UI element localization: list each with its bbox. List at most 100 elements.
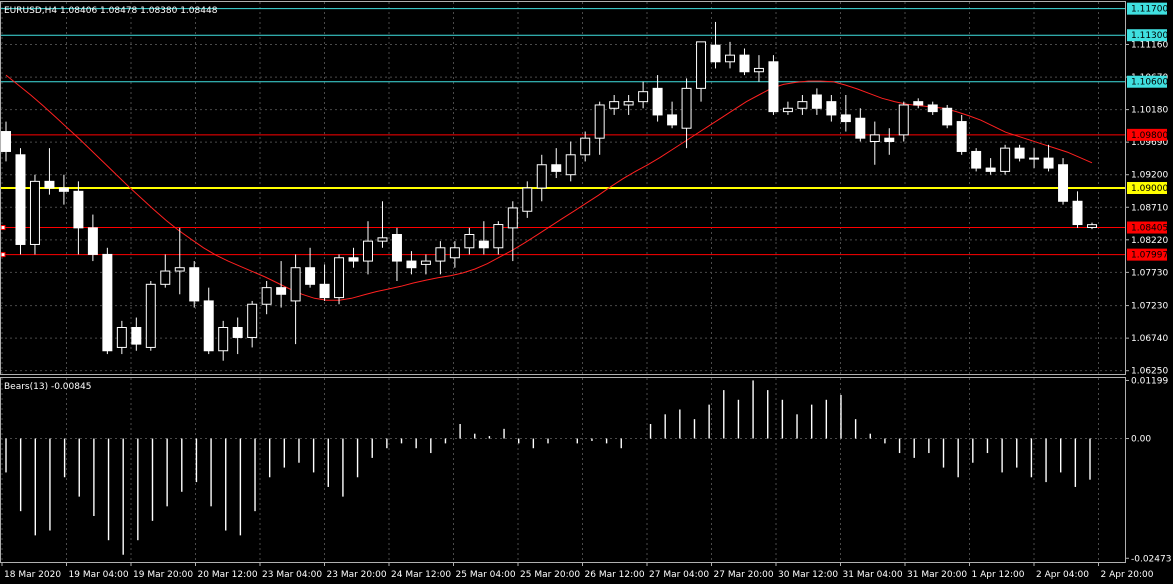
candle bbox=[826, 95, 837, 122]
candle bbox=[522, 181, 533, 218]
candle-body-bear bbox=[652, 87, 663, 116]
candle bbox=[565, 141, 576, 182]
level-marker bbox=[0, 252, 6, 258]
level-price-label: 1.09800 bbox=[1131, 131, 1168, 141]
candle bbox=[420, 254, 431, 275]
histogram bbox=[5, 380, 1091, 555]
y-tick-label: 1.10180 bbox=[1131, 106, 1168, 116]
candle-body-bear bbox=[189, 267, 200, 302]
candle bbox=[247, 300, 258, 348]
horizontal-levels bbox=[0, 8, 1125, 258]
candle-body-bull bbox=[898, 104, 909, 136]
candle bbox=[1043, 144, 1054, 172]
candle-body-bear bbox=[203, 300, 214, 352]
y-tick-label: 1.07230 bbox=[1131, 302, 1168, 312]
level-price-tag bbox=[1127, 75, 1167, 88]
candle-body-bull bbox=[1000, 147, 1011, 172]
candle bbox=[623, 95, 634, 115]
candle bbox=[232, 317, 243, 355]
candle-body-bull bbox=[753, 67, 764, 73]
candle bbox=[594, 101, 605, 155]
candle bbox=[696, 41, 707, 102]
time-axis: 18 Mar 2020 19 Mar 04:00 19 Mar 20:00 20 Ma… bbox=[1, 562, 1154, 580]
x-tick-label: 31 Mar 20:00 bbox=[907, 570, 967, 580]
candle-body-bear bbox=[913, 101, 924, 106]
candle bbox=[261, 281, 272, 315]
candle-body-bull bbox=[1029, 157, 1040, 160]
x-tick-label: 2 Apr 04:00 bbox=[1036, 570, 1089, 580]
x-tick-label: 18 Mar 2020 bbox=[4, 570, 61, 580]
candle bbox=[391, 227, 402, 281]
candle-body-bull bbox=[565, 154, 576, 176]
main-panel-frame bbox=[0, 1, 1126, 375]
level-price-tag bbox=[1127, 128, 1167, 141]
candle bbox=[276, 261, 287, 308]
y-tick-label: 1.09690 bbox=[1131, 138, 1168, 148]
candle bbox=[971, 148, 982, 172]
candle-body-bull bbox=[1087, 224, 1097, 228]
candle bbox=[218, 320, 229, 361]
indicator-y-tick-label: -0.02473 bbox=[1131, 554, 1171, 564]
candle bbox=[855, 108, 866, 142]
candle-body-bull bbox=[420, 260, 431, 265]
indicator-panel-frame bbox=[0, 377, 1126, 563]
y-tick-label: 1.06740 bbox=[1131, 334, 1168, 344]
candle bbox=[406, 251, 417, 275]
candle bbox=[580, 131, 591, 162]
candle-body-bear bbox=[551, 164, 562, 172]
x-tick-label: 27 Mar 20:00 bbox=[714, 570, 774, 580]
candle-body-bull bbox=[290, 267, 301, 302]
candle-body-bear bbox=[232, 327, 243, 338]
candle bbox=[985, 158, 996, 175]
level-price-tag bbox=[1127, 221, 1167, 234]
level-price-label: 1.11300 bbox=[1131, 31, 1168, 41]
candle bbox=[290, 254, 301, 345]
candle bbox=[898, 101, 909, 142]
candle bbox=[116, 320, 127, 355]
ma-line bbox=[5, 74, 1093, 301]
candle-body-bear bbox=[710, 44, 721, 63]
candle-body-bear bbox=[1043, 157, 1054, 169]
candle-body-bear bbox=[811, 94, 822, 109]
candle-body-bull bbox=[536, 164, 547, 189]
candle-body-bear bbox=[855, 117, 866, 139]
candle-body-bull bbox=[377, 237, 388, 242]
candle-body-bear bbox=[840, 114, 851, 123]
candle-body-bull bbox=[160, 270, 171, 285]
candle-body-bear bbox=[87, 227, 98, 255]
candle bbox=[1000, 144, 1011, 175]
level-price-tag bbox=[1127, 182, 1167, 194]
candle-body-bull bbox=[681, 87, 692, 129]
candle-body-bear bbox=[884, 137, 895, 143]
level-price-label: 1.09000 bbox=[1131, 184, 1168, 194]
candle bbox=[377, 201, 388, 248]
candle-body-bull bbox=[464, 234, 475, 249]
candle bbox=[145, 281, 156, 351]
level-price-label: 1.10600 bbox=[1131, 78, 1168, 88]
candle-body-bull bbox=[334, 257, 345, 299]
candle bbox=[681, 78, 692, 149]
candle bbox=[203, 287, 214, 355]
candle bbox=[710, 21, 721, 69]
candles[interactable] bbox=[1, 21, 1097, 361]
price-axis: 1.111601.106701.101801.096901.092001.087… bbox=[1125, 2, 1171, 564]
candle-body-bull bbox=[725, 54, 735, 63]
candle-body-bull bbox=[174, 267, 185, 272]
candle bbox=[1, 121, 11, 162]
y-tick-label: 1.11160 bbox=[1131, 41, 1168, 51]
candle bbox=[609, 95, 620, 115]
candle-body-bull bbox=[218, 327, 229, 352]
candle bbox=[73, 181, 84, 255]
candle bbox=[840, 95, 851, 132]
candle bbox=[58, 174, 69, 205]
candle bbox=[305, 247, 316, 288]
candle bbox=[1072, 191, 1083, 228]
candle bbox=[667, 101, 678, 129]
frame bbox=[0, 1, 1126, 563]
x-tick-label: 30 Mar 12:00 bbox=[778, 570, 838, 580]
candle bbox=[1058, 158, 1069, 205]
y-tick-label: 1.08220 bbox=[1131, 236, 1168, 246]
candle bbox=[363, 221, 373, 275]
candle-body-bull bbox=[594, 104, 605, 139]
